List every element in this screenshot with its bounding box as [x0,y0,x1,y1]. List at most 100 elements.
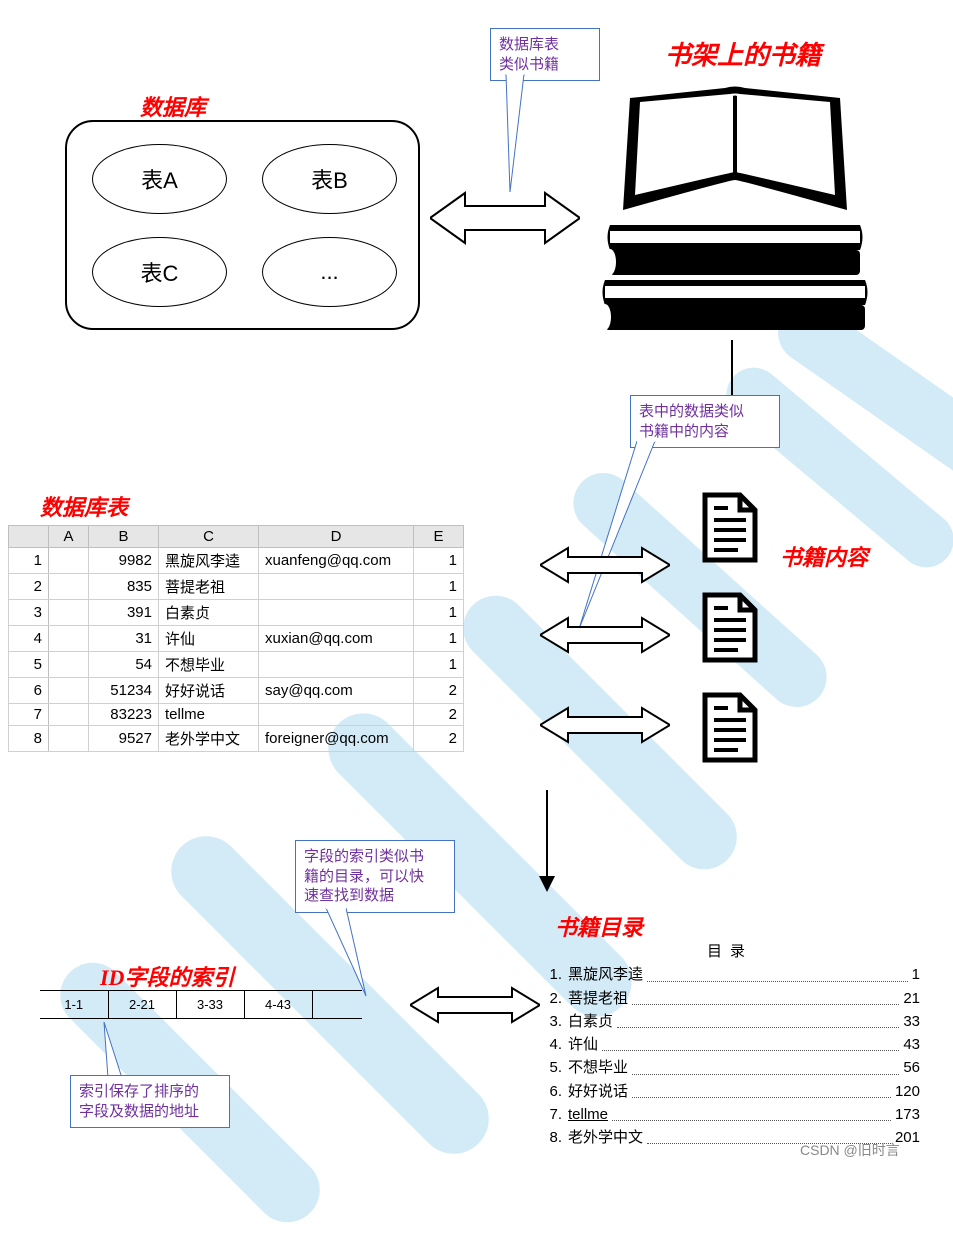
table-row: 8 9527 老外学中文 foreigner@qq.com 2 [9,726,464,752]
data-table: A B C D E 1 9982 黑旋风李逵 xuanfeng@qq.com 1… [8,525,464,752]
toc-page: 56 [903,1056,920,1079]
watermark-text: CSDN @旧时言 [800,1140,900,1160]
idx-cell: 3-33 [176,991,244,1019]
toc-name: 不想毕业 [568,1056,628,1079]
callout-tail [496,74,536,194]
table-row: 2 835 菩提老祖 1 [9,574,464,600]
callout-index-stores: 索引保存了排序的 字段及数据的地址 [70,1075,230,1128]
toc-page: 120 [895,1080,920,1103]
toc-row: 4. 许仙 43 [540,1033,920,1056]
row-head: 2 [9,574,49,600]
callout-index-like-toc: 字段的索引类似书 籍的目录，可以快 速查找到数据 [295,840,455,913]
th: A [49,526,89,548]
toc-dots [612,1103,891,1121]
cell [259,704,414,726]
cell: 菩提老祖 [159,574,259,600]
toc-name: 菩提老祖 [568,987,628,1010]
cell: 391 [89,600,159,626]
toc-heading: 目录 [540,940,920,963]
callout-text: 数据库表 类似书籍 [499,36,559,73]
document-icon [700,490,760,565]
toc-row: 1. 黑旋风李逵 1 [540,963,920,986]
toc-num: 3. [540,1010,568,1033]
cell [49,652,89,678]
table-row: 5 54 不想毕业 1 [9,652,464,678]
cell: 835 [89,574,159,600]
title-id-index: ID字段的索引 [100,960,234,992]
th: B [89,526,159,548]
toc-row: 3. 白素贞 33 [540,1010,920,1033]
book-stack-icon [585,80,885,340]
cell: 许仙 [159,626,259,652]
cell [49,600,89,626]
double-arrow-icon [540,705,670,745]
cell: 2 [414,678,464,704]
table-row: 1 9982 黑旋风李逵 xuanfeng@qq.com 1 [9,548,464,574]
toc-num: 2. [540,987,568,1010]
cell [49,626,89,652]
db-table-b: 表B [262,144,397,214]
toc-page: 173 [895,1103,920,1126]
cell [259,652,414,678]
database-box: 表A 表B 表C ... [65,120,420,330]
table-row: 3 391 白素贞 1 [9,600,464,626]
cell: 黑旋风李逵 [159,548,259,574]
toc-page: 33 [903,1010,920,1033]
cell: 老外学中文 [159,726,259,752]
toc-num: 1. [540,963,568,986]
toc-name: 许仙 [568,1033,598,1056]
row-head: 8 [9,726,49,752]
th: D [259,526,414,548]
cell: 1 [414,574,464,600]
cell: 2 [414,726,464,752]
cell [49,704,89,726]
toc-name: 老外学中文 [568,1126,643,1149]
cell: 83223 [89,704,159,726]
cell: 1 [414,652,464,678]
toc-num: 7. [540,1103,568,1126]
idx-cell: 4-43 [244,991,312,1019]
row-head: 6 [9,678,49,704]
cell: 31 [89,626,159,652]
cell [259,600,414,626]
idx-cell: 2-21 [108,991,176,1019]
toc-row: 6. 好好说话 120 [540,1080,920,1103]
toc-dots [617,1010,899,1028]
callout-text: 表中的数据类似 书籍中的内容 [639,403,744,440]
cell: 1 [414,600,464,626]
callout-text: 索引保存了排序的 字段及数据的地址 [79,1083,199,1120]
toc-page: 43 [903,1033,920,1056]
toc-num: 5. [540,1056,568,1079]
cell: 1 [414,626,464,652]
toc-dots [632,987,899,1005]
callout-tail [100,1020,130,1080]
toc-row: 7. tellme 173 [540,1103,920,1126]
toc-page: 1 [912,963,920,986]
cell: 54 [89,652,159,678]
cell: 好好说话 [159,678,259,704]
callout-tail [577,441,657,631]
row-head: 1 [9,548,49,574]
double-arrow-icon [430,188,580,248]
toc-page: 21 [903,987,920,1010]
row-head: 3 [9,600,49,626]
cell: 9982 [89,548,159,574]
table-row: 4 31 许仙 xuxian@qq.com 1 [9,626,464,652]
double-arrow-icon [540,545,670,585]
row-head: 5 [9,652,49,678]
toc-dots [647,963,908,981]
toc-num: 8. [540,1126,568,1149]
table-row: 7 83223 tellme 2 [9,704,464,726]
db-table-a: 表A [92,144,227,214]
cell [49,548,89,574]
index-table: 1-1 2-21 3-33 4-43 [40,990,362,1019]
cell: 2 [414,704,464,726]
toc: 目录 1. 黑旋风李逵 12. 菩提老祖 213. 白素贞 334. 许仙 43… [540,940,920,1149]
cell: 不想毕业 [159,652,259,678]
cell: say@qq.com [259,678,414,704]
cell [49,574,89,600]
double-arrow-icon [540,615,670,655]
db-table-c: 表C [92,237,227,307]
cell: 白素贞 [159,600,259,626]
double-arrow-icon [410,985,540,1025]
